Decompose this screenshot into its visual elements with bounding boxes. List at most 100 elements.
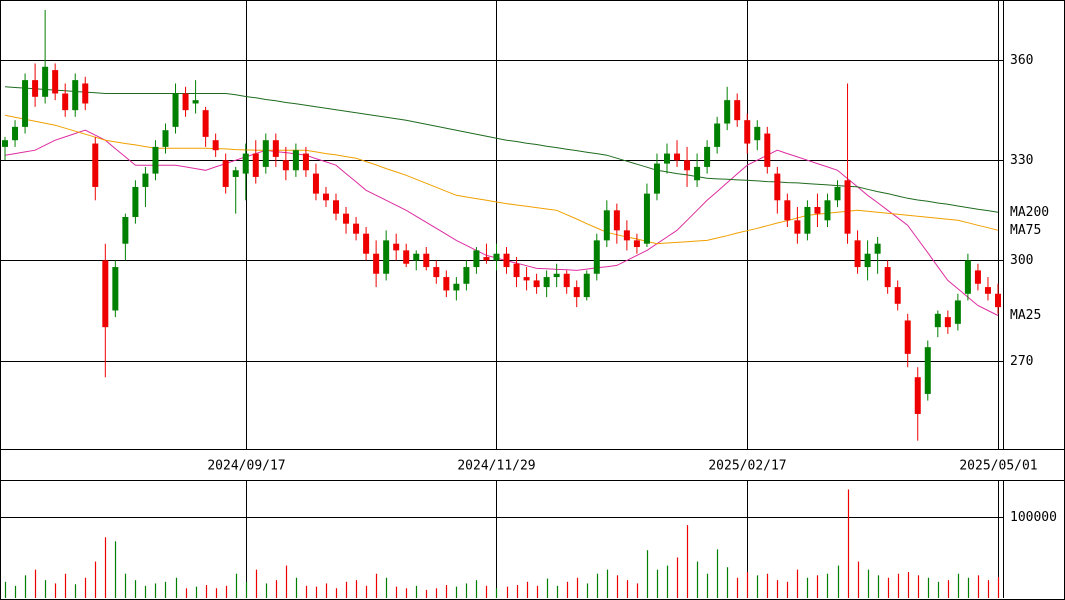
candle-body bbox=[493, 253, 500, 261]
candle-body bbox=[312, 173, 319, 194]
candle-body bbox=[62, 93, 69, 111]
candle-body bbox=[162, 130, 169, 147]
candle-body bbox=[333, 200, 340, 214]
candle-body bbox=[122, 216, 129, 244]
candle-body bbox=[232, 170, 239, 177]
candle-body bbox=[684, 160, 691, 171]
candle-body bbox=[623, 230, 630, 241]
candle-body bbox=[613, 210, 620, 231]
candle-body bbox=[212, 140, 219, 151]
candle-body bbox=[694, 166, 701, 181]
candle-body bbox=[473, 250, 480, 268]
candle-body bbox=[252, 153, 259, 177]
x-tick-label: 2025/05/01 bbox=[959, 459, 1037, 474]
candle-body bbox=[2, 140, 9, 147]
candle-body bbox=[563, 273, 570, 288]
candle-body bbox=[974, 270, 981, 284]
candle-body bbox=[142, 173, 149, 187]
candle-body bbox=[192, 100, 199, 104]
candle-body bbox=[282, 160, 289, 171]
candle-body bbox=[272, 140, 279, 157]
y-tick-label: 360 bbox=[1010, 53, 1033, 68]
candle-body bbox=[22, 80, 29, 127]
candle-body bbox=[72, 80, 79, 111]
candle-body bbox=[834, 186, 841, 201]
candle-body bbox=[523, 277, 530, 281]
y-tick-label: 270 bbox=[1010, 354, 1033, 369]
candle-body bbox=[363, 233, 370, 254]
candle-body bbox=[774, 173, 781, 201]
x-tick-label: 2024/11/29 bbox=[457, 459, 535, 474]
candle-body bbox=[513, 263, 520, 278]
candle-body bbox=[844, 180, 851, 234]
candle-body bbox=[12, 126, 19, 141]
candle-body bbox=[102, 260, 109, 328]
candle-body bbox=[954, 300, 961, 324]
candle-body bbox=[583, 273, 590, 298]
candle-body bbox=[343, 213, 350, 224]
candle-body bbox=[904, 320, 911, 354]
candle-body bbox=[413, 253, 420, 261]
candle-body bbox=[934, 313, 941, 328]
candle-body bbox=[764, 133, 771, 167]
candle-body bbox=[242, 153, 249, 174]
y-tick-label: 300 bbox=[1010, 253, 1033, 268]
candle-body bbox=[403, 250, 410, 264]
candle-body bbox=[553, 273, 560, 278]
candle-body bbox=[663, 153, 670, 164]
candle-body bbox=[784, 200, 791, 221]
legend-label: MA200 bbox=[1010, 205, 1049, 220]
candle-body bbox=[804, 206, 811, 234]
candle-body bbox=[52, 70, 59, 94]
candle-body bbox=[704, 146, 711, 167]
candle-body bbox=[593, 240, 600, 274]
candle-body bbox=[393, 243, 400, 251]
candle-body bbox=[92, 143, 99, 187]
candle-body bbox=[824, 200, 831, 221]
candle-body bbox=[112, 267, 119, 311]
x-tick-label: 2025/02/17 bbox=[708, 459, 786, 474]
candle-body bbox=[32, 80, 39, 97]
candle-body bbox=[503, 253, 510, 268]
candle-body bbox=[453, 283, 460, 291]
candle-body bbox=[222, 160, 229, 187]
candle-body bbox=[152, 146, 159, 174]
candle-body bbox=[984, 287, 991, 294]
candle-body bbox=[814, 206, 821, 214]
candle-body bbox=[603, 210, 610, 241]
candle-body bbox=[854, 240, 861, 268]
candle-body bbox=[543, 277, 550, 288]
candle-body bbox=[533, 280, 540, 288]
candle-body bbox=[643, 193, 650, 244]
y-tick-label: 100000 bbox=[1010, 510, 1057, 525]
candle-body bbox=[794, 220, 801, 234]
candle-body bbox=[353, 223, 360, 234]
candle-body bbox=[433, 267, 440, 278]
candle-body bbox=[202, 110, 209, 137]
candle-body bbox=[944, 317, 951, 328]
candle-body bbox=[884, 267, 891, 288]
candle-body bbox=[82, 83, 89, 104]
moving-average-line bbox=[4, 114, 999, 245]
candle-body bbox=[172, 93, 179, 127]
candle-body bbox=[443, 277, 450, 291]
candle-body bbox=[864, 253, 871, 268]
candle-body bbox=[874, 243, 881, 254]
candle-body bbox=[132, 186, 139, 217]
candle-body bbox=[714, 123, 721, 147]
candle-body bbox=[964, 260, 971, 294]
candle-body bbox=[423, 253, 430, 268]
candle-body bbox=[894, 287, 901, 304]
candle-body bbox=[42, 66, 49, 97]
moving-average-line bbox=[4, 129, 999, 316]
candle-body bbox=[914, 377, 921, 414]
candle-body bbox=[724, 100, 731, 124]
candle-body bbox=[734, 100, 741, 121]
candle-body bbox=[373, 253, 380, 274]
candle-body bbox=[292, 150, 299, 171]
candle-body bbox=[302, 153, 309, 171]
candle-body bbox=[262, 140, 269, 167]
candle-body bbox=[754, 126, 761, 141]
candle-body bbox=[463, 267, 470, 284]
